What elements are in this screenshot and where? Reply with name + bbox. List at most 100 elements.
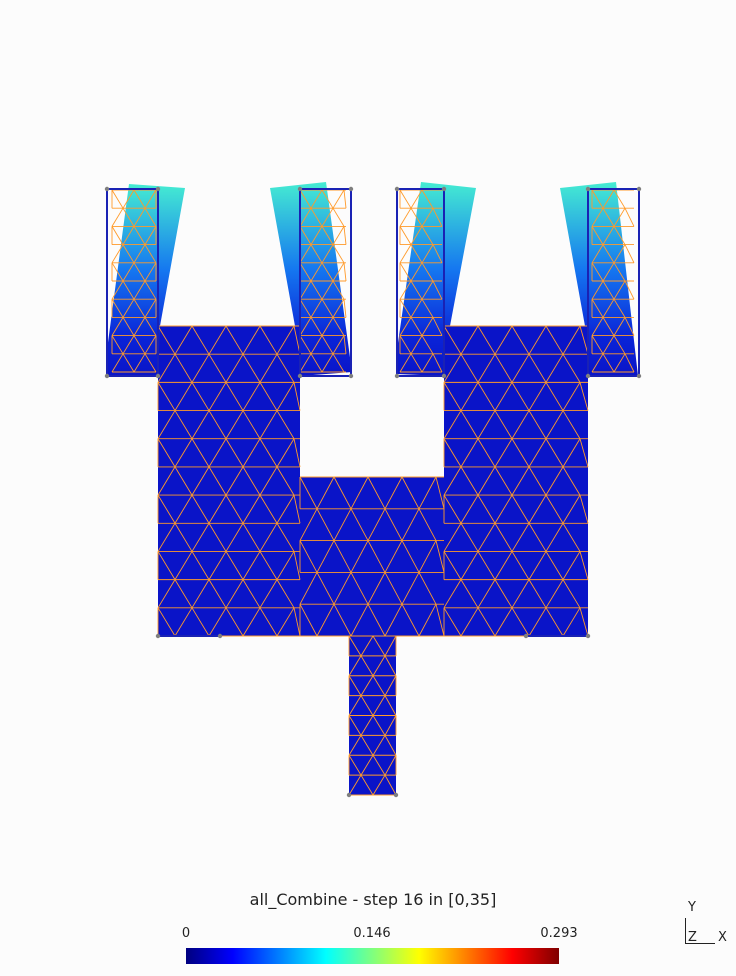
mesh-edge xyxy=(511,382,530,411)
node-marker xyxy=(297,186,303,192)
mesh-edge xyxy=(299,317,312,336)
mesh-edge xyxy=(477,551,496,580)
deformed-mesh xyxy=(107,182,638,796)
mesh-edge xyxy=(350,540,369,573)
mesh-edge xyxy=(360,735,374,756)
mesh-edge xyxy=(144,189,157,209)
mesh-edge xyxy=(528,410,547,439)
mesh-edge xyxy=(225,579,244,609)
mesh-edge xyxy=(333,603,352,637)
mesh-edge xyxy=(591,353,604,373)
mesh-edge xyxy=(191,353,210,383)
mesh-edge xyxy=(494,466,513,496)
mesh-edge xyxy=(111,244,124,264)
mesh-edge xyxy=(494,494,513,524)
mesh-edge xyxy=(111,298,124,318)
mesh-edge xyxy=(157,579,176,609)
mesh-edge xyxy=(545,466,564,496)
mesh-edge xyxy=(225,466,244,496)
mesh-edge xyxy=(421,189,434,209)
mesh-edge xyxy=(384,675,397,696)
mesh-edge xyxy=(602,335,615,355)
mesh-edge xyxy=(122,244,135,264)
mesh-edge xyxy=(421,244,434,264)
mesh-edge xyxy=(174,466,193,496)
mesh-edge xyxy=(418,572,437,605)
mesh-edge xyxy=(421,298,434,318)
mesh-edge xyxy=(276,325,295,355)
mesh-edge xyxy=(443,438,462,468)
mesh-edge xyxy=(332,189,345,209)
mesh-edge xyxy=(443,353,462,383)
mesh-edge xyxy=(191,607,210,637)
mesh-edge xyxy=(562,325,581,355)
mesh-edge xyxy=(511,523,530,552)
mesh-edge xyxy=(122,262,135,282)
mesh-edge xyxy=(225,523,244,552)
mesh-edge xyxy=(360,774,374,796)
mesh-edge xyxy=(191,382,210,411)
mesh-edge xyxy=(410,244,423,264)
legend-title: all_Combine - step 16 in [0,35] xyxy=(249,890,497,909)
node-marker xyxy=(585,633,591,639)
mesh-edge xyxy=(545,438,564,468)
mesh-edge xyxy=(613,207,626,227)
mesh-edge xyxy=(579,607,589,637)
mesh-edge xyxy=(432,208,443,227)
mesh-edge xyxy=(421,353,434,373)
mesh-edge xyxy=(333,540,352,573)
mesh-edge xyxy=(259,551,278,580)
mesh-edge xyxy=(602,244,615,264)
mesh-edge xyxy=(528,325,547,355)
mesh-edge xyxy=(321,298,334,318)
node-marker xyxy=(104,186,110,192)
mesh-edge xyxy=(208,551,227,580)
mesh-edge xyxy=(372,755,386,776)
mesh-edge xyxy=(321,353,334,373)
mesh-edge xyxy=(144,226,157,245)
mesh-edge xyxy=(259,579,278,609)
mesh-edge xyxy=(299,189,312,209)
mesh-edge xyxy=(157,607,176,637)
mesh-edge xyxy=(624,244,635,263)
mesh-edge xyxy=(421,226,434,245)
mesh-edge xyxy=(321,317,334,336)
mesh-edge xyxy=(421,280,434,300)
mesh-edge xyxy=(332,244,345,264)
mesh-edge xyxy=(410,298,423,318)
mesh-edge xyxy=(511,551,530,580)
mesh-edge xyxy=(299,353,312,373)
mesh-edge xyxy=(321,280,334,300)
mesh-edge xyxy=(477,438,496,468)
mesh-edge xyxy=(360,675,374,696)
mesh-edge xyxy=(410,280,423,300)
mesh-edge xyxy=(602,262,615,282)
mesh-edge xyxy=(372,715,386,736)
mesh-edge xyxy=(157,382,176,411)
mesh-edge xyxy=(591,298,604,318)
mesh-edge xyxy=(144,317,157,336)
mesh-edge xyxy=(432,353,443,373)
mesh-edge xyxy=(494,607,513,637)
mesh-edge xyxy=(191,551,210,580)
mesh-edge xyxy=(432,244,443,263)
mesh-edge xyxy=(372,774,386,796)
mesh-edge xyxy=(410,317,423,336)
mesh-edge xyxy=(367,508,386,541)
mesh-edge xyxy=(343,226,347,245)
mesh-edge xyxy=(477,466,496,496)
mesh-edge xyxy=(133,189,146,209)
mesh-edge xyxy=(343,189,347,209)
mesh-edge xyxy=(310,226,323,245)
mesh-edge xyxy=(443,494,462,524)
mesh-edge xyxy=(348,715,362,736)
mesh-edge xyxy=(528,466,547,496)
mesh-edge xyxy=(174,579,193,609)
mesh-edge xyxy=(333,476,352,510)
mesh-edge xyxy=(401,508,420,541)
mesh-edge xyxy=(343,299,347,318)
mesh-edge xyxy=(562,438,581,468)
mesh-edge xyxy=(511,607,530,637)
mesh-edge xyxy=(174,410,193,439)
